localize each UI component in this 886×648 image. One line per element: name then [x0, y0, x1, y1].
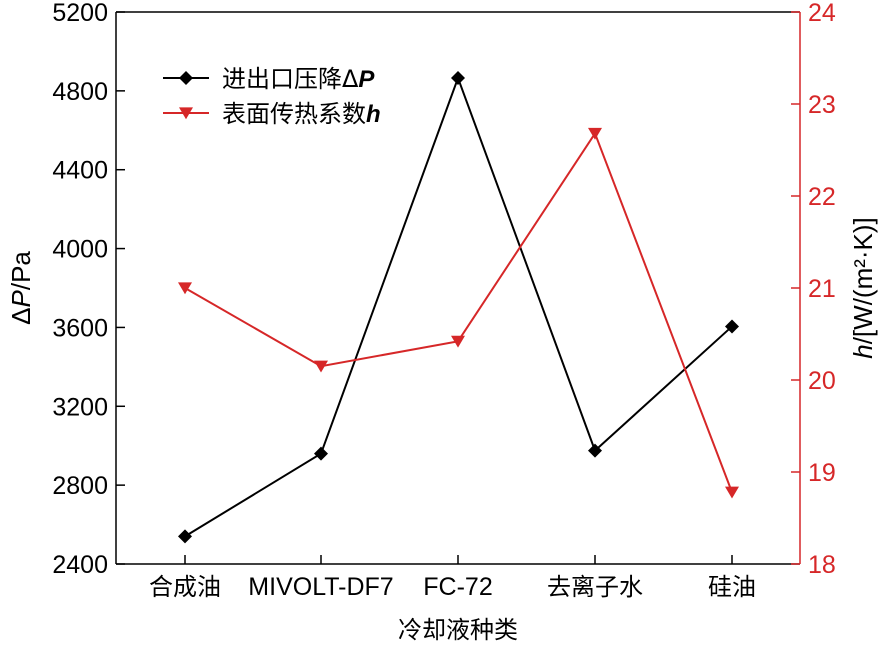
series-2-point	[314, 360, 328, 373]
series-1-point	[451, 71, 465, 86]
left-tick-label: 2800	[52, 472, 108, 500]
left-tick-label: 4000	[52, 236, 108, 264]
left-axis-title: ΔP/Pa	[6, 251, 36, 325]
series-layer	[178, 71, 739, 544]
x-tick-label: 硅油	[708, 573, 756, 601]
right-tick-label: 20	[808, 367, 836, 395]
series-2-point	[725, 486, 739, 499]
series-1-point	[588, 443, 602, 458]
legend-label-2: 表面传热系数h	[222, 100, 381, 128]
left-axis-title-unit: /Pa	[6, 251, 36, 291]
series-1-point	[725, 319, 739, 334]
left-tick-label: 3200	[52, 393, 108, 421]
series-line-2	[184, 131, 733, 493]
right-axis-ticks: 18 19 20 21 22 23 24	[791, 0, 836, 579]
series-2-point	[451, 335, 465, 348]
left-axis-title-var: P	[6, 290, 36, 308]
series-1-point	[178, 529, 192, 544]
right-tick-label: 23	[808, 91, 836, 119]
right-axis-title-var: h	[848, 344, 878, 358]
legend-label-var: h	[366, 101, 381, 128]
series-2-point	[178, 282, 192, 295]
left-tick-label: 3600	[52, 314, 108, 342]
left-tick-label: 5200	[52, 0, 108, 27]
x-tick-label: 去离子水	[547, 573, 643, 601]
x-axis-title: 冷却液种类	[398, 616, 518, 644]
x-tick-label: FC-72	[423, 573, 492, 601]
right-tick-label: 21	[808, 275, 836, 303]
right-axis-title: h/[W/(m²·K)]	[848, 217, 878, 359]
x-tick-label: MIVOLT-DF7	[248, 573, 393, 601]
legend-marker-1	[179, 71, 193, 85]
series-1-point	[314, 446, 328, 461]
series-2-point	[588, 127, 602, 140]
left-tick-label: 2400	[52, 551, 108, 579]
legend: 进出口压降ΔP 表面传热系数h	[163, 65, 381, 128]
left-tick-label: 4400	[52, 157, 108, 185]
left-axis-title-delta: Δ	[6, 308, 36, 325]
right-tick-label: 24	[808, 0, 836, 27]
right-tick-label: 19	[808, 459, 836, 487]
legend-label-text: 进出口压降Δ	[222, 65, 359, 93]
right-tick-label: 18	[808, 551, 836, 579]
right-axis-title-unit: /[W/(m²·K)]	[848, 217, 878, 344]
left-tick-label: 4800	[52, 78, 108, 106]
left-axis-ticks: 2400 2800 3200 3600 4000 4400 4800 5200	[52, 0, 125, 579]
legend-label-var: P	[358, 66, 375, 93]
x-tick-label: 合成油	[149, 573, 221, 601]
legend-marker-2	[179, 107, 193, 120]
right-tick-label: 22	[808, 183, 836, 211]
series-line-1	[184, 75, 733, 538]
x-axis-ticks: 合成油 MIVOLT-DF7 FC-72 去离子水 硅油	[149, 555, 756, 601]
legend-label-1: 进出口压降ΔP	[222, 65, 375, 93]
legend-label-text: 表面传热系数	[222, 100, 366, 128]
